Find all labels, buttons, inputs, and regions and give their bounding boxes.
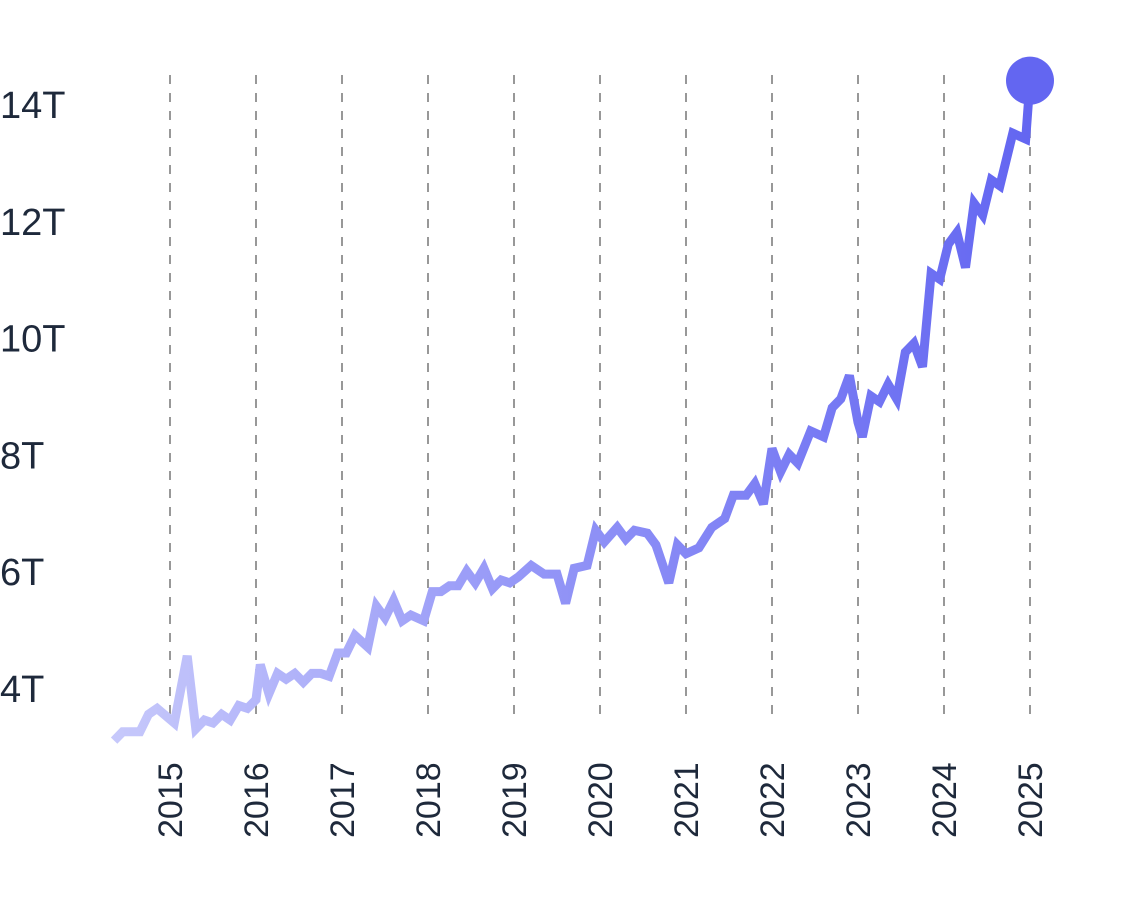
y-tick-label: 4T: [0, 669, 44, 711]
x-tick-label: 2024: [926, 762, 964, 838]
x-tick-label: 2025: [1012, 762, 1050, 838]
x-tick-label: 2019: [496, 762, 534, 838]
y-tick-label: 8T: [0, 435, 44, 477]
x-tick-label: 2017: [324, 762, 362, 838]
y-axis-tick-labels: 4T 6T 8T 10T 12T 14T: [0, 85, 65, 711]
y-tick-label: 12T: [0, 202, 65, 244]
x-tick-label: 2023: [840, 762, 878, 838]
x-axis-tick-labels: 2015 2016 2017 2018 2019 2020 2021 2022 2023 2024…: [152, 762, 1050, 838]
x-tick-label: 2021: [668, 762, 706, 838]
x-tick-label: 2022: [754, 762, 792, 838]
y-tick-label: 14T: [0, 85, 65, 127]
end-point-marker[interactable]: [1006, 56, 1054, 105]
x-tick-label: 2020: [582, 762, 620, 838]
x-tick-label: 2018: [410, 762, 448, 838]
x-tick-label: 2015: [152, 762, 190, 838]
x-tick-label: 2016: [238, 762, 276, 838]
data-line: [110, 80, 1035, 744]
y-tick-label: 6T: [0, 552, 44, 594]
y-tick-label: 10T: [0, 319, 65, 361]
